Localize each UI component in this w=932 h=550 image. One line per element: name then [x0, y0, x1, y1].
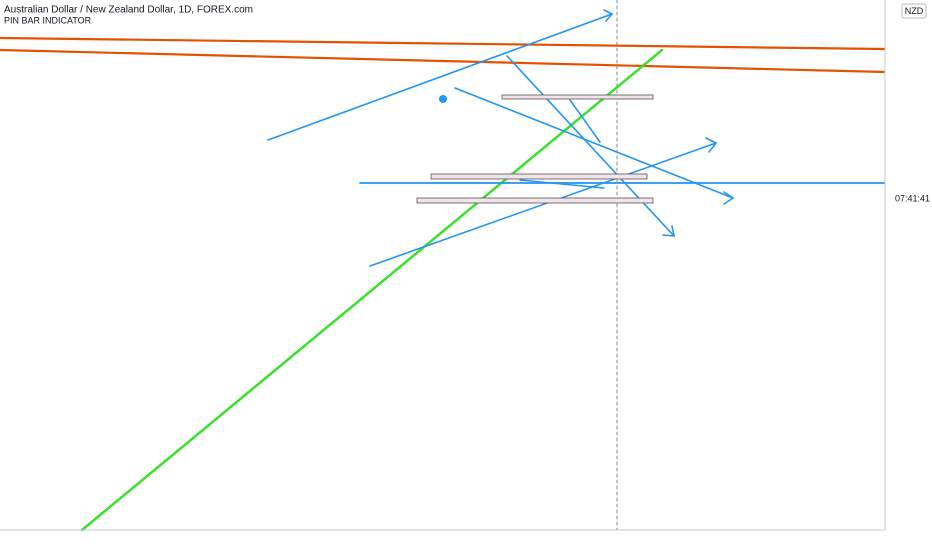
channel-line: [569, 99, 601, 143]
arrow-head: [662, 225, 675, 237]
countdown-box: [886, 192, 932, 206]
zone: [416, 197, 654, 204]
currency: NZD: [905, 6, 924, 16]
currency-box[interactable]: [901, 3, 927, 19]
channel-line: [506, 55, 675, 237]
trend-line: [0, 36, 887, 51]
indicator-name: PIN BAR INDICATOR: [4, 15, 92, 25]
support-line: [80, 48, 664, 532]
channel-line: [369, 142, 717, 267]
alert-icon: [439, 95, 447, 103]
channel-line: [519, 179, 605, 189]
channel-line: [454, 87, 734, 199]
chart-title: Australian Dollar / New Zealand Dollar, …: [4, 5, 253, 16]
channel-line: [267, 13, 613, 141]
arrow-head: [603, 9, 614, 22]
countdown: 07:41:41: [895, 193, 930, 203]
zone: [501, 94, 654, 100]
zone: [430, 173, 648, 180]
drawings: [0, 0, 887, 532]
price-axis: [885, 0, 932, 550]
arrow-head: [723, 191, 735, 205]
trend-line: [0, 48, 887, 74]
arrow-head: [705, 137, 718, 153]
